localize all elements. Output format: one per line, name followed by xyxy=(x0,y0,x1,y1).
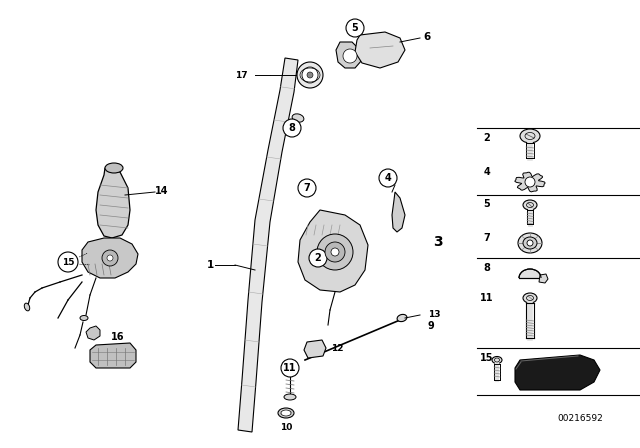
Text: 13: 13 xyxy=(428,310,440,319)
Text: 7: 7 xyxy=(303,183,310,193)
Text: 4: 4 xyxy=(484,167,490,177)
Text: 14: 14 xyxy=(156,186,169,196)
Polygon shape xyxy=(82,238,138,278)
Polygon shape xyxy=(519,269,541,278)
Text: 1: 1 xyxy=(206,260,214,270)
Circle shape xyxy=(525,177,535,187)
Ellipse shape xyxy=(292,114,304,122)
Ellipse shape xyxy=(24,303,29,311)
Text: 5: 5 xyxy=(351,23,358,33)
Polygon shape xyxy=(304,340,326,358)
Circle shape xyxy=(527,240,533,246)
Circle shape xyxy=(317,234,353,270)
Polygon shape xyxy=(96,168,130,238)
Circle shape xyxy=(283,119,301,137)
Polygon shape xyxy=(90,343,136,368)
Ellipse shape xyxy=(523,200,537,210)
Polygon shape xyxy=(86,326,100,340)
Ellipse shape xyxy=(523,237,537,249)
Text: 8: 8 xyxy=(289,123,296,133)
Circle shape xyxy=(307,72,313,78)
Polygon shape xyxy=(355,32,405,68)
Ellipse shape xyxy=(281,410,291,416)
Text: 17: 17 xyxy=(236,70,248,79)
Text: 7: 7 xyxy=(484,233,490,243)
Circle shape xyxy=(325,242,345,262)
Ellipse shape xyxy=(518,233,542,253)
Polygon shape xyxy=(298,210,368,292)
Text: 9: 9 xyxy=(428,321,435,331)
Circle shape xyxy=(309,249,327,267)
Text: 3: 3 xyxy=(433,235,443,249)
Text: 5: 5 xyxy=(484,199,490,209)
Polygon shape xyxy=(515,172,545,192)
Text: 12: 12 xyxy=(331,344,343,353)
Circle shape xyxy=(346,19,364,37)
Text: 4: 4 xyxy=(385,173,392,183)
Polygon shape xyxy=(392,192,405,232)
Ellipse shape xyxy=(397,314,407,322)
Polygon shape xyxy=(336,42,362,68)
Polygon shape xyxy=(539,274,548,283)
Text: 10: 10 xyxy=(280,422,292,431)
Circle shape xyxy=(331,248,339,256)
Ellipse shape xyxy=(284,394,296,400)
Circle shape xyxy=(343,49,357,63)
Circle shape xyxy=(379,169,397,187)
Text: 16: 16 xyxy=(111,332,125,342)
Circle shape xyxy=(107,255,113,261)
Polygon shape xyxy=(515,355,600,390)
Circle shape xyxy=(297,62,323,88)
Circle shape xyxy=(298,179,316,197)
Ellipse shape xyxy=(520,129,540,143)
Text: 8: 8 xyxy=(484,263,490,273)
Text: 11: 11 xyxy=(480,293,493,303)
Ellipse shape xyxy=(80,315,88,320)
Circle shape xyxy=(281,359,299,377)
Circle shape xyxy=(102,250,118,266)
Text: 2: 2 xyxy=(315,253,321,263)
Ellipse shape xyxy=(278,408,294,418)
Polygon shape xyxy=(238,58,298,432)
Text: 6: 6 xyxy=(424,32,431,42)
Text: 11: 11 xyxy=(284,363,297,373)
Ellipse shape xyxy=(523,293,537,303)
Ellipse shape xyxy=(105,163,123,173)
Ellipse shape xyxy=(492,357,502,363)
Text: 15: 15 xyxy=(61,258,74,267)
Circle shape xyxy=(58,252,78,272)
Text: 15: 15 xyxy=(480,353,493,363)
Text: 00216592: 00216592 xyxy=(557,414,603,422)
Circle shape xyxy=(302,67,318,83)
Text: 2: 2 xyxy=(484,133,490,143)
